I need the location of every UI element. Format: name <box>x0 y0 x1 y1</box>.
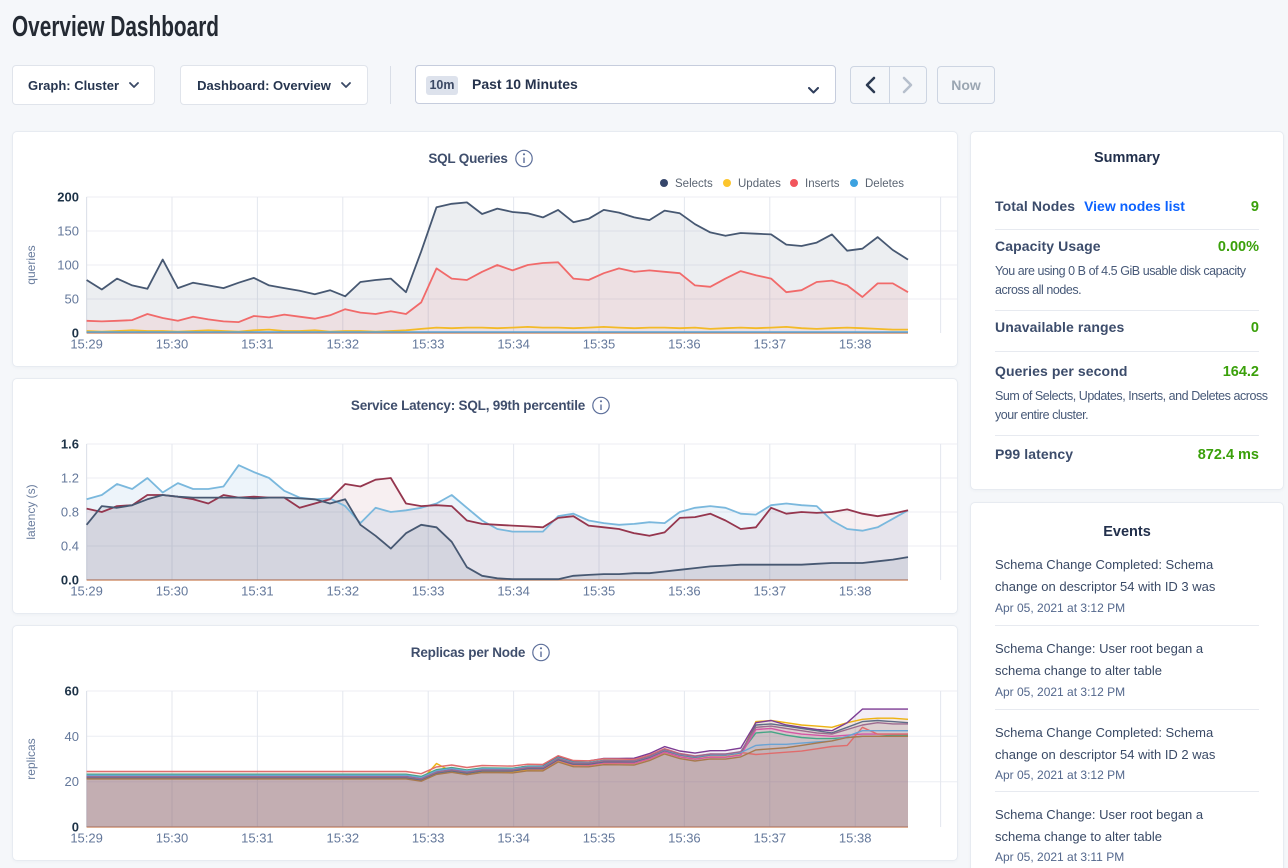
svg-text:100: 100 <box>57 258 79 273</box>
svg-text:15:35: 15:35 <box>583 584 616 599</box>
svg-text:15:36: 15:36 <box>668 584 701 599</box>
svg-text:15:37: 15:37 <box>754 337 787 352</box>
svg-text:15:32: 15:32 <box>327 584 360 599</box>
svg-text:15:35: 15:35 <box>583 831 616 846</box>
svg-text:20: 20 <box>65 774 79 789</box>
svg-text:15:29: 15:29 <box>70 337 103 352</box>
svg-text:15:34: 15:34 <box>497 584 530 599</box>
svg-text:15:32: 15:32 <box>327 831 360 846</box>
svg-text:0.0: 0.0 <box>61 573 79 588</box>
svg-text:15:38: 15:38 <box>839 584 872 599</box>
svg-text:15:33: 15:33 <box>412 831 445 846</box>
svg-text:SQL Queries: SQL Queries <box>428 151 507 166</box>
svg-text:15:37: 15:37 <box>754 831 787 846</box>
svg-text:queries: queries <box>24 245 38 284</box>
svg-text:15:35: 15:35 <box>583 337 616 352</box>
svg-text:0: 0 <box>72 820 79 835</box>
svg-text:150: 150 <box>57 224 79 239</box>
svg-text:15:31: 15:31 <box>241 831 274 846</box>
svg-text:Updates: Updates <box>738 178 781 190</box>
svg-text:Selects: Selects <box>675 178 713 190</box>
svg-text:200: 200 <box>57 190 79 205</box>
svg-text:latency (s): latency (s) <box>24 484 38 539</box>
svg-text:Overview Dashboard: Overview Dashboard <box>12 11 219 43</box>
svg-text:replicas: replicas <box>24 738 38 779</box>
svg-text:15:37: 15:37 <box>754 584 787 599</box>
svg-text:40: 40 <box>65 729 79 744</box>
svg-text:15:31: 15:31 <box>241 584 274 599</box>
svg-text:60: 60 <box>65 684 79 699</box>
svg-text:1.2: 1.2 <box>61 471 79 486</box>
svg-text:0.4: 0.4 <box>61 539 79 554</box>
svg-text:1.6: 1.6 <box>61 437 79 452</box>
svg-text:15:34: 15:34 <box>497 831 530 846</box>
svg-text:Replicas per Node: Replicas per Node <box>411 645 526 660</box>
svg-text:15:36: 15:36 <box>668 337 701 352</box>
svg-text:Deletes: Deletes <box>865 178 904 190</box>
svg-text:15:38: 15:38 <box>839 337 872 352</box>
svg-text:15:33: 15:33 <box>412 337 445 352</box>
svg-text:15:29: 15:29 <box>70 584 103 599</box>
svg-text:15:30: 15:30 <box>156 831 189 846</box>
svg-text:Service Latency: SQL, 99th per: Service Latency: SQL, 99th percentile <box>351 398 586 413</box>
svg-text:Inserts: Inserts <box>805 178 840 190</box>
svg-text:50: 50 <box>65 292 79 307</box>
svg-text:15:30: 15:30 <box>156 584 189 599</box>
svg-text:15:31: 15:31 <box>241 337 274 352</box>
svg-text:15:33: 15:33 <box>412 584 445 599</box>
svg-text:15:30: 15:30 <box>156 337 189 352</box>
svg-text:15:36: 15:36 <box>668 831 701 846</box>
svg-text:15:29: 15:29 <box>70 831 103 846</box>
svg-text:0.8: 0.8 <box>61 505 79 520</box>
svg-text:0: 0 <box>72 326 79 341</box>
svg-text:15:32: 15:32 <box>327 337 360 352</box>
svg-text:15:38: 15:38 <box>839 831 872 846</box>
svg-text:15:34: 15:34 <box>497 337 530 352</box>
